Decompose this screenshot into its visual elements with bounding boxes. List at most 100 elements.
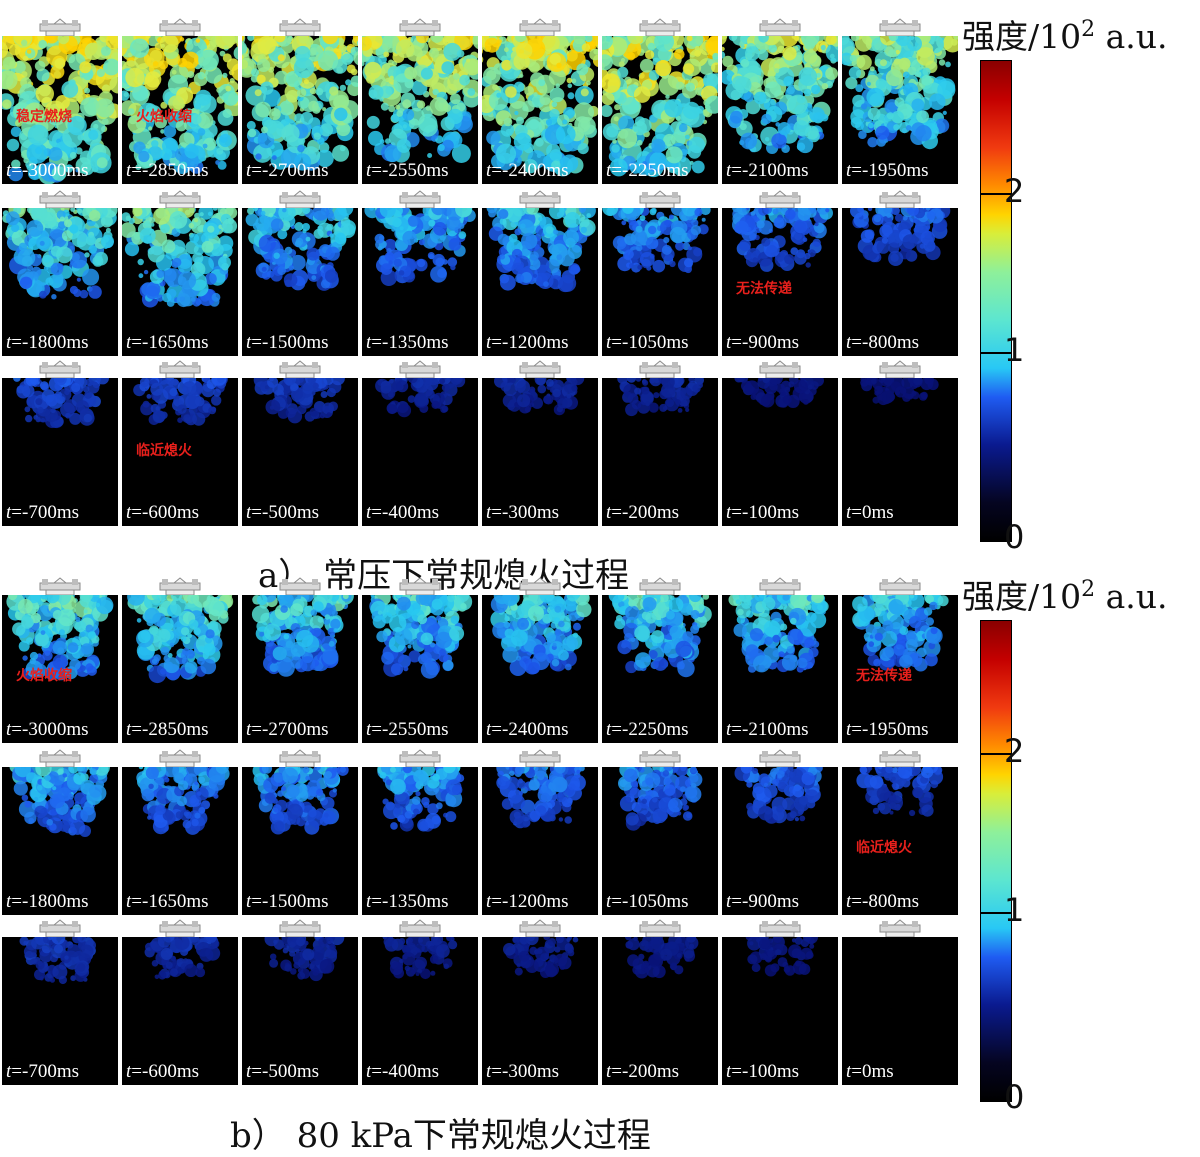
- time-label: t=-1800ms: [6, 332, 118, 354]
- time-label: t=-1350ms: [366, 332, 478, 354]
- flame-image: t=-400ms: [362, 378, 478, 526]
- time-label: t=-2250ms: [606, 719, 718, 741]
- time-label: t=-2400ms: [486, 719, 598, 741]
- burner-icon: [122, 577, 238, 597]
- time-label: t=-300ms: [486, 1061, 598, 1083]
- annotation-label: 火焰收缩: [16, 665, 72, 685]
- time-value: =-1200ms: [491, 891, 568, 912]
- flame-image: t=-1800ms: [2, 208, 118, 356]
- flame-image: t=-900ms: [722, 767, 838, 915]
- flame-image: t=-1650ms: [122, 208, 238, 356]
- burner-icon: [122, 919, 238, 939]
- colorbar-tick-label: 1: [1004, 891, 1024, 929]
- flame-frame: t=-400ms: [362, 919, 478, 1085]
- time-label: t=-800ms: [846, 332, 958, 354]
- time-value: =-800ms: [851, 891, 919, 912]
- burner-icon: [482, 577, 598, 597]
- burner-icon: [482, 360, 598, 380]
- flame-frame: t=-2250ms: [602, 577, 718, 743]
- burner-icon: [722, 190, 838, 210]
- colorbar-title: 强度/102 a.u.: [962, 570, 1168, 618]
- burner-icon: [842, 18, 958, 38]
- flame-image: t=-700ms: [2, 378, 118, 526]
- flame-frame: t=-2400ms: [482, 577, 598, 743]
- time-label: t=-1350ms: [366, 891, 478, 913]
- time-value: =-1200ms: [491, 332, 568, 353]
- flame-image: t=-100ms: [722, 937, 838, 1085]
- time-value: =-600ms: [131, 502, 199, 523]
- flame-image: t=-2400ms: [482, 36, 598, 184]
- flame-frame: t=-1350ms: [362, 190, 478, 356]
- burner-icon: [842, 360, 958, 380]
- burner-icon: [842, 749, 958, 769]
- flame-frame: t=-200ms: [602, 919, 718, 1085]
- time-label: t=-300ms: [486, 502, 598, 524]
- time-value: =-1350ms: [371, 891, 448, 912]
- flame-image: t=-1200ms: [482, 208, 598, 356]
- flame-frame: t=-100ms: [722, 919, 838, 1085]
- time-label: t=-100ms: [726, 1061, 838, 1083]
- flame-frame: t=-1500ms: [242, 749, 358, 915]
- burner-icon: [122, 18, 238, 38]
- colorbar-tick-label: 0: [1004, 518, 1024, 556]
- time-label: t=-400ms: [366, 502, 478, 524]
- burner-icon: [242, 18, 358, 38]
- time-value: =-1950ms: [851, 160, 928, 181]
- flame-image: t=0ms: [842, 937, 958, 1085]
- annotation-label: 临近熄火: [136, 440, 192, 460]
- burner-icon: [122, 749, 238, 769]
- time-value: =-1800ms: [11, 891, 88, 912]
- flame-image: t=-2100ms: [722, 36, 838, 184]
- time-label: t=-100ms: [726, 502, 838, 524]
- time-value: =-900ms: [731, 891, 799, 912]
- time-label: t=-1050ms: [606, 332, 718, 354]
- flame-image: t=-1050ms: [602, 208, 718, 356]
- flame-frame: t=-1800ms: [2, 190, 118, 356]
- burner-icon: [122, 190, 238, 210]
- burner-icon: [362, 18, 478, 38]
- time-value: =-1350ms: [371, 332, 448, 353]
- time-label: t=-1650ms: [126, 891, 238, 913]
- annotation-label: 火焰收缩: [136, 106, 192, 126]
- flame-image: t=-1500ms: [242, 208, 358, 356]
- time-value: =-3000ms: [11, 160, 88, 181]
- time-value: =-1800ms: [11, 332, 88, 353]
- time-value: =-200ms: [611, 1061, 679, 1082]
- time-label: t=-900ms: [726, 332, 838, 354]
- burner-icon: [722, 919, 838, 939]
- flame-frame: t=-1200ms: [482, 190, 598, 356]
- colorbar-tick-label: 2: [1004, 172, 1024, 210]
- time-value: =-300ms: [491, 1061, 559, 1082]
- burner-icon: [722, 18, 838, 38]
- time-label: t=-1050ms: [606, 891, 718, 913]
- time-label: t=-500ms: [246, 1061, 358, 1083]
- time-value: =-900ms: [731, 332, 799, 353]
- flame-image: t=-2250ms: [602, 36, 718, 184]
- flame-image: t=-400ms: [362, 937, 478, 1085]
- burner-icon: [482, 919, 598, 939]
- time-value: =-1500ms: [251, 332, 328, 353]
- time-label: t=-400ms: [366, 1061, 478, 1083]
- flame-frame: t=-600ms: [122, 919, 238, 1085]
- time-label: t=-700ms: [6, 1061, 118, 1083]
- time-label: t=-900ms: [726, 891, 838, 913]
- flame-image: t=-1050ms: [602, 767, 718, 915]
- annotation-label: 临近熄火: [856, 837, 912, 857]
- burner-icon: [482, 749, 598, 769]
- time-label: t=-2700ms: [246, 719, 358, 741]
- burner-icon: [602, 749, 718, 769]
- time-label: t=0ms: [846, 1061, 958, 1083]
- burner-icon: [602, 577, 718, 597]
- colorbar: [980, 60, 1012, 542]
- time-value: =0ms: [851, 502, 893, 523]
- burner-icon: [2, 577, 118, 597]
- burner-icon: [602, 919, 718, 939]
- flame-frame: t=-100ms: [722, 360, 838, 526]
- colorbar-tick-label: 1: [1004, 331, 1024, 369]
- burner-icon: [602, 18, 718, 38]
- flame-frame: t=-2550ms: [362, 18, 478, 184]
- burner-icon: [242, 360, 358, 380]
- colorbar-tick-label: 0: [1004, 1078, 1024, 1116]
- burner-icon: [242, 919, 358, 939]
- flame-frame: t=-700ms: [2, 360, 118, 526]
